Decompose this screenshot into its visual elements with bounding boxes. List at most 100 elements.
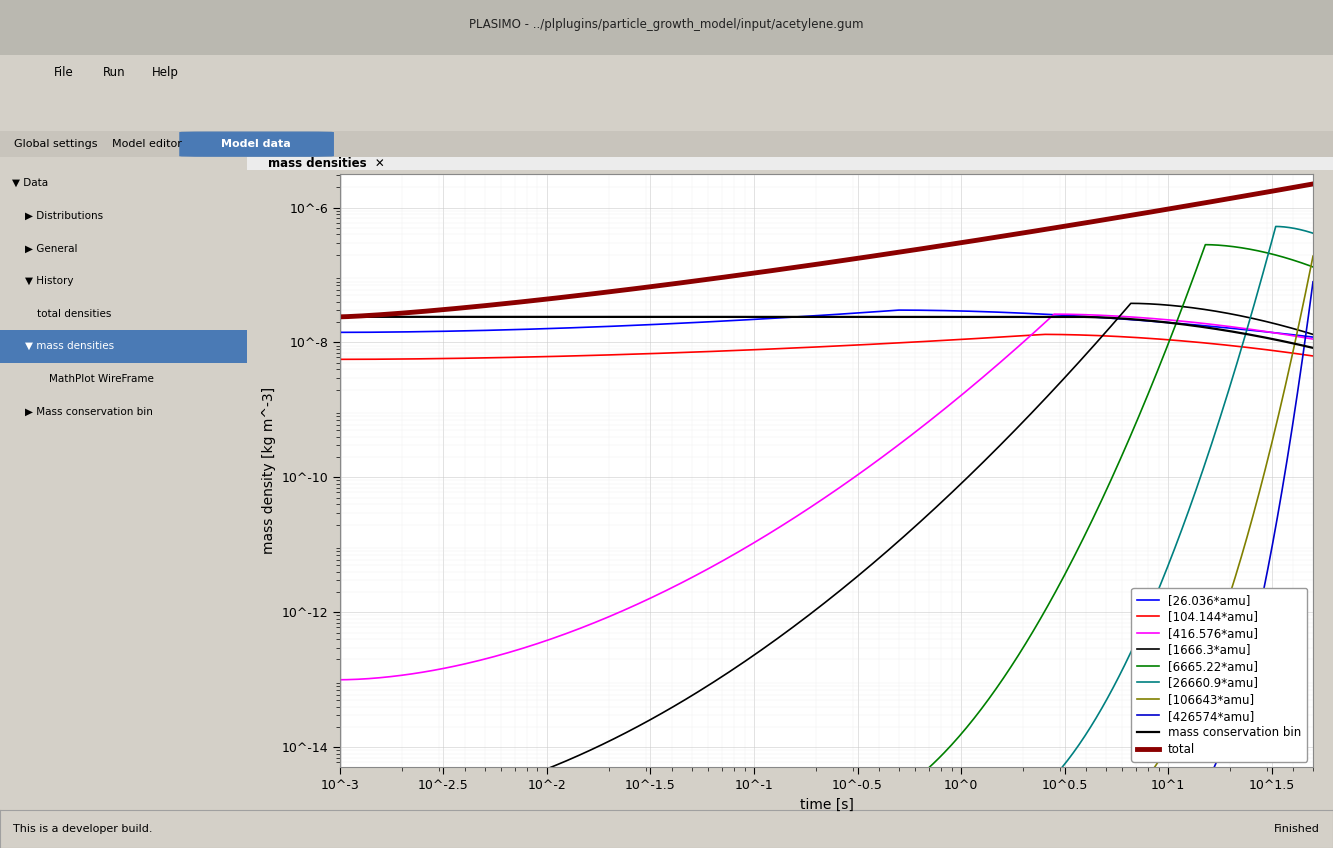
[26660.9*amu] — [984, 810, 1000, 820]
[106643*amu] — [1214, 614, 1230, 624]
[106643*amu] — [1214, 611, 1230, 622]
Line: [1666.3*amu]: [1666.3*amu] — [340, 304, 1313, 815]
Line: [106643*amu]: [106643*amu] — [1089, 256, 1313, 815]
[1666.3*amu] — [1122, 298, 1138, 309]
[416.576*amu] — [1197, 319, 1213, 329]
total — [910, 244, 926, 254]
[26.036*amu] — [669, 318, 685, 328]
Text: Finished: Finished — [1274, 824, 1320, 834]
Text: ▼ Data: ▼ Data — [12, 178, 48, 188]
[426574*amu] — [1282, 431, 1298, 441]
Line: mass conservation bin: mass conservation bin — [340, 317, 1313, 348]
[426574*amu] — [1248, 621, 1264, 631]
[104.144*amu] — [332, 354, 348, 365]
[1666.3*amu] — [655, 708, 670, 718]
Legend: [26.036*amu], [104.144*amu], [416.576*amu], [1666.3*amu], [6665.22*amu], [26660.: [26.036*amu], [104.144*amu], [416.576*am… — [1132, 588, 1308, 762]
[26.036*amu] — [890, 305, 906, 315]
total — [1129, 209, 1145, 220]
[416.576*amu] — [332, 675, 348, 685]
[416.576*amu] — [1046, 309, 1062, 319]
Text: ▼ mass densities: ▼ mass densities — [24, 341, 113, 351]
Text: ▼ History: ▼ History — [24, 276, 73, 286]
[426574*amu] — [1165, 810, 1181, 820]
Line: [26660.9*amu]: [26660.9*amu] — [992, 226, 1313, 815]
[26660.9*amu] — [1268, 221, 1284, 232]
[26.036*amu] — [385, 327, 401, 338]
Text: Run: Run — [104, 65, 125, 79]
[26660.9*amu] — [1156, 573, 1172, 583]
mass conservation bin — [403, 312, 419, 322]
[26660.9*amu] — [1300, 226, 1316, 237]
FancyBboxPatch shape — [0, 330, 247, 363]
[6665.22*amu] — [1305, 262, 1321, 272]
[1666.3*amu] — [332, 810, 348, 820]
Text: ▶ Mass conservation bin: ▶ Mass conservation bin — [24, 406, 152, 416]
[6665.22*amu] — [978, 696, 994, 706]
[426574*amu] — [1292, 371, 1308, 382]
[426574*amu] — [1248, 622, 1264, 633]
total — [800, 260, 816, 271]
total — [332, 312, 348, 322]
[26660.9*amu] — [1289, 224, 1305, 234]
[26.036*amu] — [1238, 325, 1254, 335]
[106643*amu] — [1284, 351, 1300, 361]
[26.036*amu] — [1305, 332, 1321, 342]
mass conservation bin — [332, 312, 348, 322]
[104.144*amu] — [364, 354, 380, 365]
[26.036*amu] — [357, 327, 373, 338]
Y-axis label: mass density [kg m^-3]: mass density [kg m^-3] — [261, 387, 276, 555]
Line: [6665.22*amu]: [6665.22*amu] — [837, 245, 1313, 815]
total — [1305, 179, 1321, 189]
Text: ▶ Distributions: ▶ Distributions — [24, 210, 103, 220]
[106643*amu] — [1081, 810, 1097, 820]
[1666.3*amu] — [408, 802, 424, 812]
[6665.22*amu] — [1288, 256, 1304, 266]
Line: [104.144*amu]: [104.144*amu] — [340, 334, 1313, 360]
FancyBboxPatch shape — [180, 132, 333, 156]
Text: Model editor: Model editor — [112, 139, 181, 149]
[416.576*amu] — [623, 602, 639, 612]
[104.144*amu] — [1262, 345, 1278, 355]
[426574*amu] — [1305, 276, 1321, 287]
Line: total: total — [340, 184, 1313, 317]
[1666.3*amu] — [809, 604, 825, 614]
mass conservation bin — [1305, 343, 1321, 353]
[416.576*amu] — [364, 673, 380, 683]
mass conservation bin — [365, 312, 381, 322]
[416.576*amu] — [400, 669, 416, 679]
[1666.3*amu] — [1305, 329, 1321, 339]
[104.144*amu] — [1036, 329, 1052, 339]
[26660.9*amu] — [997, 807, 1013, 817]
Line: [26.036*amu]: [26.036*amu] — [340, 310, 1313, 337]
total — [858, 252, 874, 262]
Text: MathPlot WireFrame: MathPlot WireFrame — [49, 374, 155, 384]
[6665.22*amu] — [1260, 248, 1276, 258]
mass conservation bin — [774, 312, 790, 322]
[26660.9*amu] — [1100, 693, 1116, 703]
[6665.22*amu] — [845, 807, 861, 817]
[106643*amu] — [1305, 251, 1321, 261]
[106643*amu] — [1082, 810, 1098, 820]
[104.144*amu] — [1305, 351, 1321, 361]
X-axis label: time [s]: time [s] — [800, 798, 853, 812]
[26.036*amu] — [560, 323, 576, 333]
[416.576*amu] — [762, 527, 778, 538]
Text: Help: Help — [152, 65, 179, 79]
Text: This is a developer build.: This is a developer build. — [13, 824, 153, 834]
Text: total densities: total densities — [37, 309, 112, 319]
Line: [426574*amu]: [426574*amu] — [1172, 282, 1313, 815]
[6665.22*amu] — [829, 810, 845, 820]
[26.036*amu] — [332, 327, 348, 338]
[26660.9*amu] — [1012, 801, 1028, 812]
[426574*amu] — [1250, 610, 1266, 620]
[1666.3*amu] — [1276, 321, 1292, 331]
[1666.3*amu] — [368, 807, 384, 817]
[26660.9*amu] — [1305, 228, 1321, 238]
mass conservation bin — [1265, 334, 1281, 344]
[416.576*amu] — [1305, 334, 1321, 344]
Text: Global settings: Global settings — [15, 139, 97, 149]
[416.576*amu] — [1264, 327, 1280, 338]
Text: Model data: Model data — [221, 139, 291, 149]
total — [1281, 183, 1297, 193]
[104.144*amu] — [756, 344, 772, 354]
